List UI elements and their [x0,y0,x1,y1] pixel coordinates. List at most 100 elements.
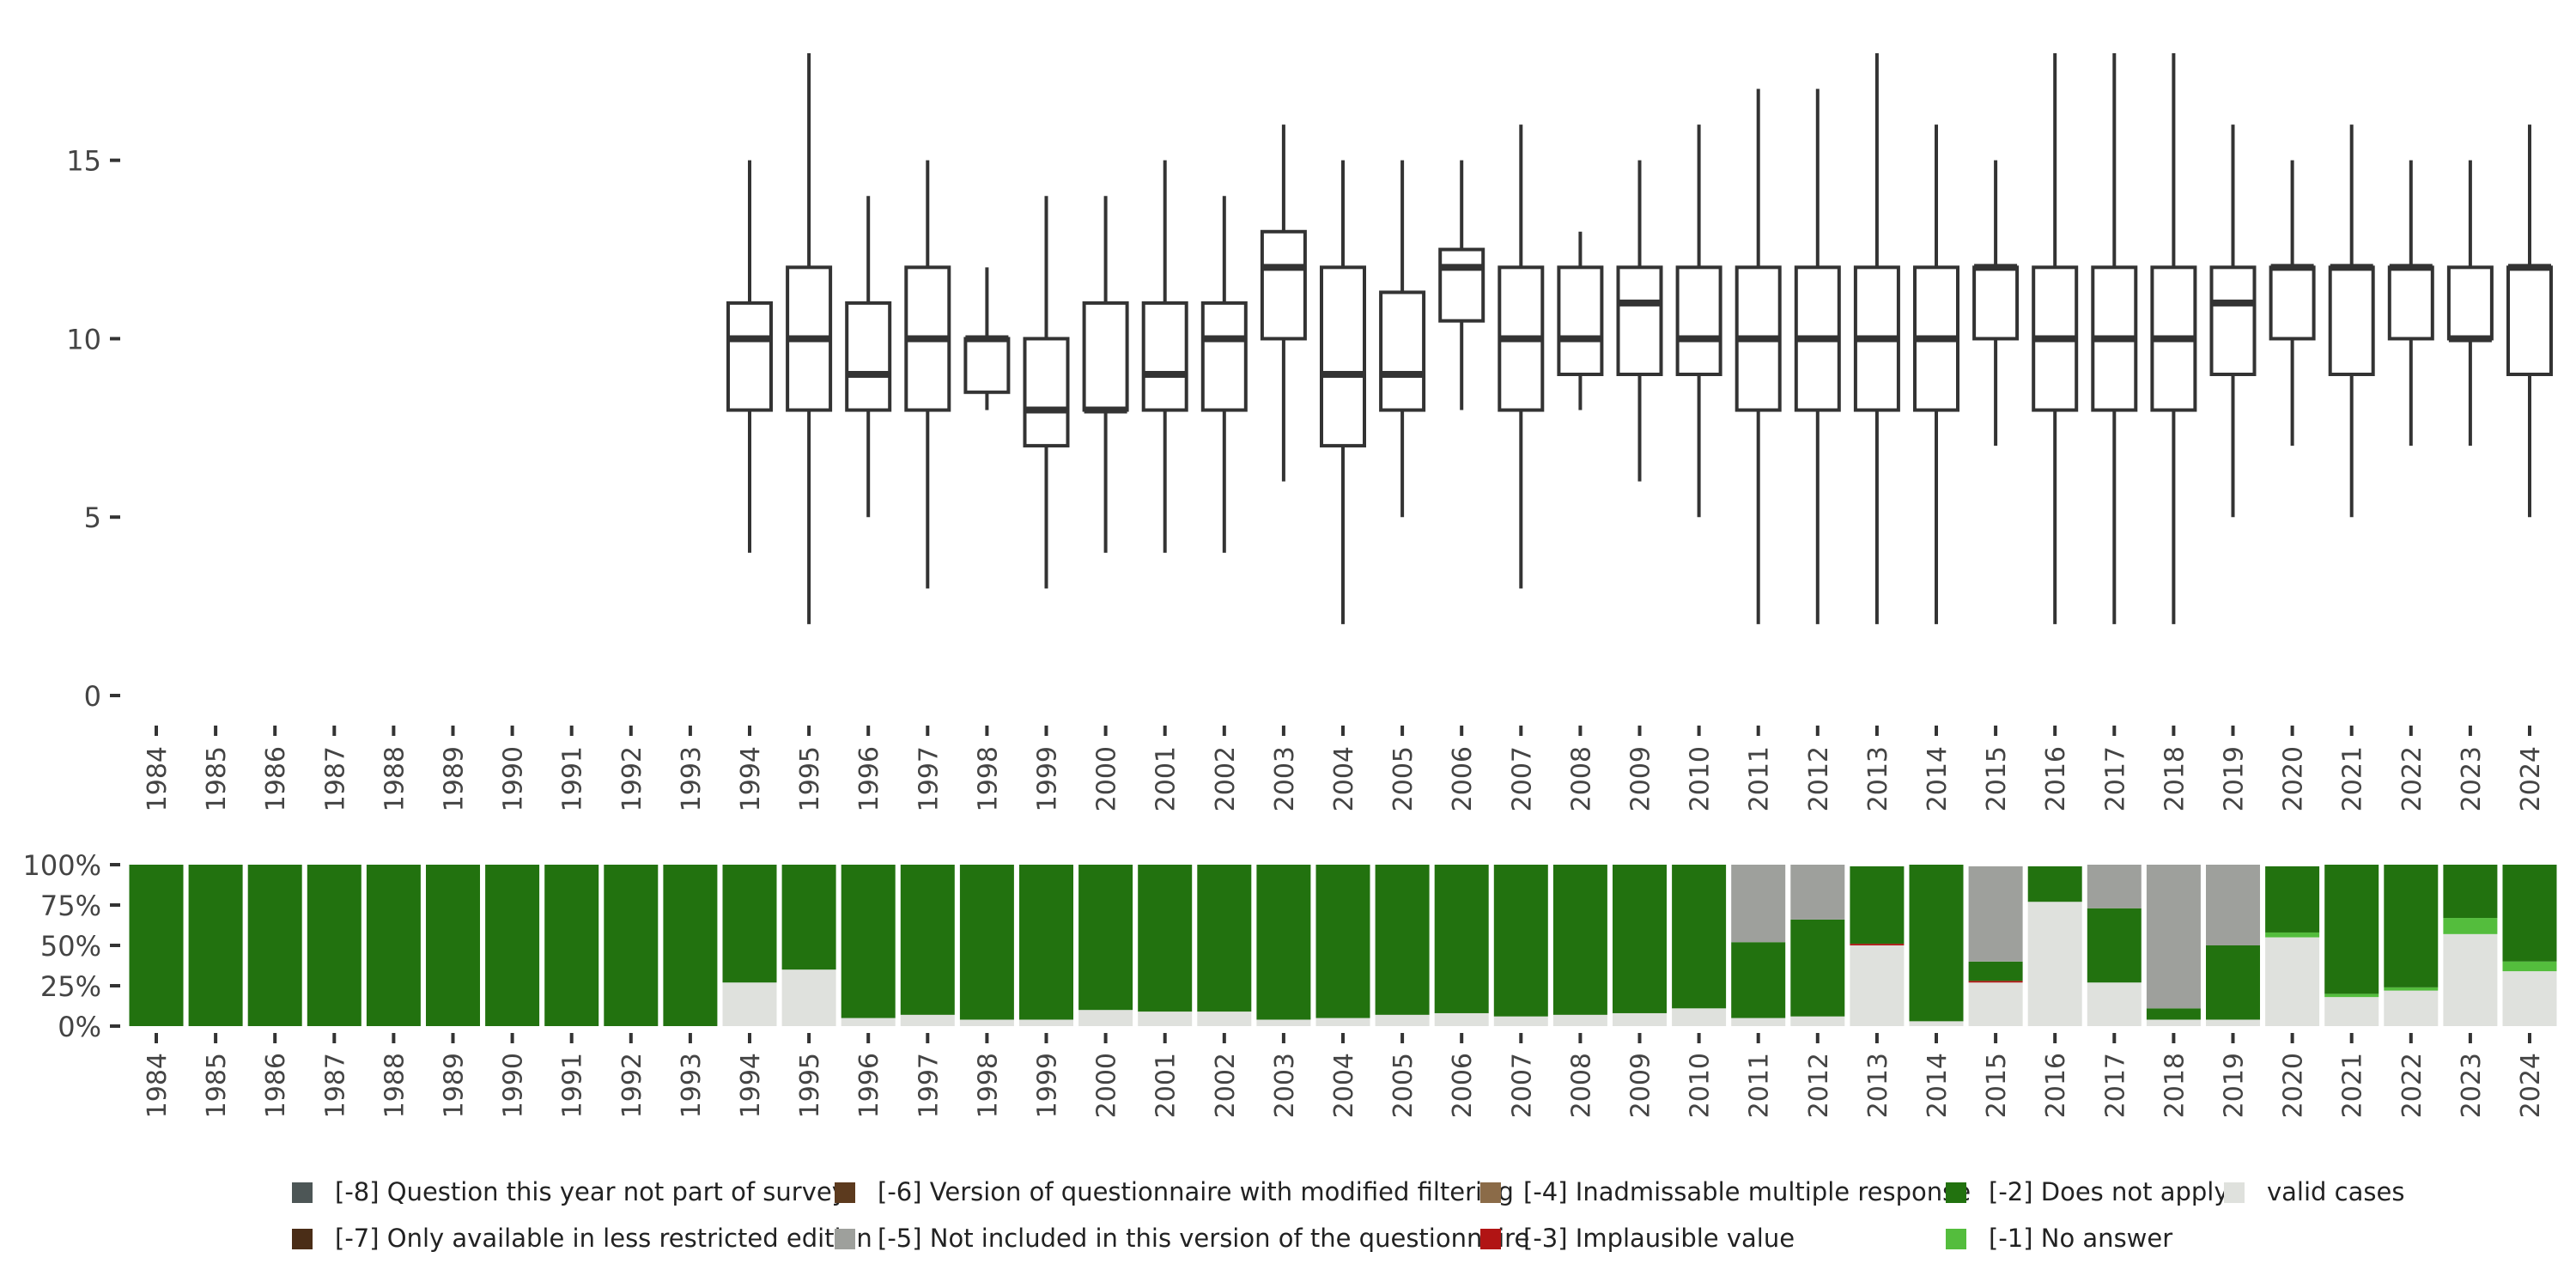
x-tick-label-top-2023: 2023 [2457,746,2487,811]
box-body-2009 [1616,265,1663,377]
box-2005 [1379,160,1426,518]
bar-y-tick-label-4: 100% [23,849,101,882]
bar-seg-n2-2015 [1968,961,2023,981]
bar-seg-n2-2008 [1552,865,1607,1015]
bar-seg-n5-2012 [1790,865,1845,920]
bar-seg-n1-2022 [2384,987,2439,991]
x-tick-label-bottom-2007: 2007 [1507,1053,1537,1118]
bar-seg-n2-1999 [1019,865,1073,1020]
box-2018 [2150,53,2197,624]
stacked-bar-panel: 0% 25% 50% 75% 100% 1984 1985 1986 1987 1988 1989 1… [23,849,2557,1118]
x-tick-label-bottom-2005: 2005 [1388,1053,1419,1118]
bar-seg-n1-2020 [2265,932,2320,938]
box-2009 [1616,160,1663,482]
bar-seg-n2-1988 [366,865,421,1026]
x-tick-label-bottom-2011: 2011 [1745,1053,1775,1118]
bar-seg-valid-2017 [2087,982,2142,1026]
x-tick-label-bottom-1988: 1988 [380,1053,410,1118]
bar-seg-n2-1996 [841,865,896,1018]
x-tick-label-top-1988: 1988 [380,746,410,811]
bar-seg-n5-2019 [2206,865,2260,945]
box-body-2008 [1557,265,1604,377]
bar-seg-valid-1996 [841,1018,896,1026]
bar-seg-valid-2004 [1315,1018,1370,1026]
x-tick-label-top-2009: 2009 [1626,746,1656,811]
box-2023 [2446,160,2494,447]
bar-seg-n2-2005 [1375,865,1430,1015]
box-2019 [2209,125,2257,518]
x-tick-label-top-1989: 1989 [440,746,470,811]
box-2014 [1913,125,1959,624]
bar-seg-valid-2016 [2027,902,2082,1026]
x-tick-label-bottom-1986: 1986 [261,1053,291,1118]
bar-seg-n2-1987 [307,865,361,1026]
bar-seg-n2-2017 [2087,908,2142,983]
bar-y-tick-label-2: 50% [40,930,101,963]
box-body-2023 [2446,265,2494,341]
x-tick-label-bottom-2013: 2013 [1863,1053,1893,1118]
bar-seg-valid-2018 [2146,1019,2201,1026]
x-tick-label-bottom-1994: 1994 [736,1053,766,1118]
x-tick-label-bottom-2012: 2012 [1804,1053,1834,1118]
bar-seg-n2-2016 [2027,866,2082,902]
box-body-2024 [2506,265,2553,377]
x-tick-label-bottom-2018: 2018 [2160,1053,2190,1118]
x-tick-label-bottom-2016: 2016 [2041,1053,2071,1118]
x-tick-label-bottom-1996: 1996 [854,1053,884,1118]
x-tick-label-top-1998: 1998 [973,746,1003,811]
bar-seg-n2-2011 [1731,942,1786,1018]
bar-seg-n2-2007 [1493,865,1548,1017]
bar-seg-n2-1985 [188,865,243,1026]
x-tick-label-bottom-1989: 1989 [440,1053,470,1118]
bar-seg-valid-2014 [1909,1021,1964,1026]
box-body-2022 [2387,265,2434,341]
boxplot-panel: 0 5 10 15 1984 1985 1986 1987 1988 1989 1990 1991 19… [66,53,2553,811]
box-body-2006 [1438,247,1485,323]
x-tick-label-top-2011: 2011 [1745,746,1775,811]
bar-y-tick-label-1: 25% [40,970,101,1003]
bar-seg-n3-2013 [1850,944,1905,945]
bar-seg-valid-1994 [722,982,777,1026]
bar-seg-valid-2011 [1731,1018,1786,1026]
x-tick-label-top-2018: 2018 [2160,746,2190,811]
box-2011 [1735,88,1782,624]
x-tick-label-top-2002: 2002 [1211,746,1241,811]
box-body-2003 [1260,229,1307,341]
x-tick-label-top-1997: 1997 [914,746,944,811]
box-2002 [1200,196,1248,553]
x-tick-label-bottom-2003: 2003 [1270,1053,1300,1118]
x-tick-label-top-1995: 1995 [795,746,825,811]
bar-seg-valid-2010 [1672,1008,1727,1026]
y-tick-label-15: 15 [66,145,101,178]
box-2022 [2387,160,2434,447]
bar-seg-n2-2020 [2265,866,2320,933]
bar-seg-valid-2008 [1552,1014,1607,1026]
bar-seg-n2-2010 [1672,865,1727,1009]
box-body-2010 [1675,265,1722,377]
bar-seg-n2-2006 [1434,865,1489,1013]
legend-swatch-valid [2224,1182,2245,1203]
bar-seg-n2-2001 [1138,865,1193,1012]
bar-seg-valid-1997 [900,1014,955,1026]
legend-swatch-n6 [835,1182,855,1203]
box-1997 [904,160,951,589]
bar-seg-n2-2023 [2443,865,2498,919]
bar-seg-n5-2015 [1968,866,2023,962]
x-tick-label-top-1994: 1994 [736,746,766,811]
x-tick-label-top-2008: 2008 [1566,746,1596,811]
x-tick-label-top-1986: 1986 [261,746,291,811]
legend-label-n5: [-5] Not included in this version of the… [878,1224,1530,1253]
box-2007 [1498,125,1545,589]
x-tick-label-bottom-2017: 2017 [2100,1053,2130,1118]
box-1998 [963,267,1011,410]
box-2004 [1320,160,1366,624]
bar-seg-valid-2024 [2502,971,2557,1026]
bar-seg-valid-2023 [2443,933,2498,1026]
bar-seg-n2-1995 [781,865,836,970]
y-tick-label-0: 0 [84,680,101,713]
bar-seg-n2-1992 [604,865,659,1026]
bar-seg-n2-2002 [1197,865,1252,1012]
x-tick-label-top-1992: 1992 [617,746,647,811]
legend-label-valid: valid cases [2267,1177,2405,1206]
